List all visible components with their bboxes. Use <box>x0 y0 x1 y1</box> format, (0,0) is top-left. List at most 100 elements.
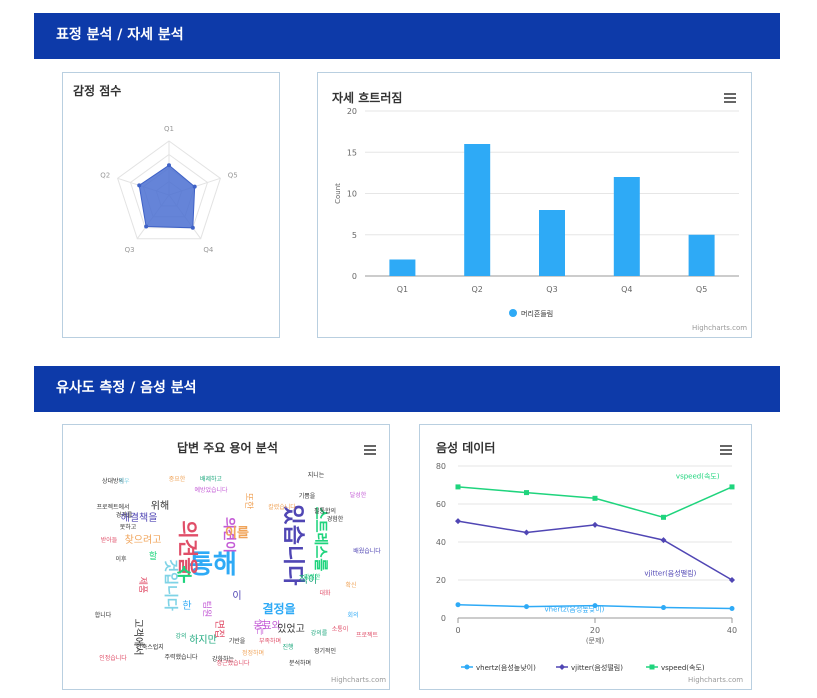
wordcloud-word: 강의를 <box>311 629 328 637</box>
wordcloud-word: 프로젝트 <box>356 631 379 639</box>
bar <box>613 177 640 276</box>
legend-label: 머리흔들림 <box>521 309 553 318</box>
bar-y-tick: 0 <box>352 272 357 281</box>
wordcloud-word: 인정습니다 <box>99 654 127 662</box>
wordcloud-word: 배웠습니다 <box>353 547 381 555</box>
wordcloud-word: 의견을 <box>176 520 200 575</box>
wordcloud-word: 부족하며 <box>259 637 281 645</box>
legend-item[interactable]: vhertz(음성높낮이) <box>461 663 536 672</box>
wordcloud-word: 소통이 <box>332 625 349 633</box>
section-title: 표정 분석 / 자세 분석 <box>56 27 184 43</box>
wordcloud-word: 분석하며 <box>289 659 311 667</box>
wordcloud-word: 것입니다 <box>162 559 179 611</box>
wordcloud-word: 위해 <box>151 499 169 512</box>
wordcloud-word: 면접 <box>213 620 225 638</box>
wordcloud-word: 한 <box>182 600 191 612</box>
line-x-tick: 20 <box>590 626 600 635</box>
wordcloud-word: 있었고 <box>277 623 305 635</box>
legend-label: vjitter(음성떨림) <box>571 663 623 672</box>
legend-marker <box>509 309 517 317</box>
bar-x-tick: Q4 <box>621 285 632 294</box>
bar-y-tick: 15 <box>347 148 357 157</box>
chart-menu-icon[interactable] <box>364 445 376 455</box>
wordcloud-word: 이후 <box>115 555 127 563</box>
line-point <box>455 602 461 608</box>
posture-bar-chart: 0 5 10 15 20 Count Q1 Q2 Q3 Q4 Q5 머리흔들림 <box>334 107 739 318</box>
bar-x-tick: Q5 <box>696 285 707 294</box>
radar-point <box>137 183 142 188</box>
panel-title: 자세 흐트러짐 <box>332 91 403 105</box>
bar-x-tick: Q2 <box>472 285 483 294</box>
legend-item[interactable]: 머리흔들림 <box>509 309 553 318</box>
line-x-axis-label: (문제) <box>586 637 605 645</box>
wordcloud-word: 중요한 <box>169 476 186 483</box>
radar-axis-label: Q4 <box>203 246 214 254</box>
line-point <box>524 490 529 496</box>
wordcloud-word: 주력했습니다 <box>164 653 198 661</box>
emotion-radar-chart: Q1 Q5 Q4 Q3 Q2 <box>100 125 237 254</box>
chart-menu-icon[interactable] <box>720 445 732 455</box>
bar <box>464 144 491 276</box>
bar-x-tick: Q3 <box>546 285 557 294</box>
radar-grid-ring <box>117 140 221 240</box>
line-point <box>660 537 667 544</box>
line-point <box>729 577 735 583</box>
wordcloud-word: 회의 <box>347 611 358 619</box>
line-series <box>457 486 733 519</box>
bar-y-tick: 20 <box>347 107 357 116</box>
chart-menu-icon[interactable] <box>724 93 736 103</box>
wordcloud-word: 경우 <box>118 478 130 485</box>
wordcloud-word: 통해 <box>189 550 237 580</box>
voice-data-panel: 음성 데이터 0 20 40 60 80 0 20 40 (문제) vhertz(음성높낮이) vj… <box>419 424 752 690</box>
wordcloud-word: 칼렸습니다 <box>268 503 296 511</box>
line-y-tick: 40 <box>436 538 446 547</box>
radar-point <box>167 163 171 168</box>
voice-line-chart: 0 20 40 60 80 0 20 40 (문제) vhertz(음성높낮이) vjitter(음… <box>436 462 737 672</box>
wordcloud-word: 해결책을 <box>121 511 158 524</box>
line-series-label: vhertz(음성높낮이) <box>545 604 605 613</box>
chart-credit[interactable]: Highcharts.com <box>692 324 748 332</box>
wordcloud-word: 제품 <box>137 577 148 594</box>
wordcloud-word: 저는 <box>255 619 266 636</box>
radar-area <box>138 164 196 229</box>
radar-point <box>192 184 197 189</box>
radar-axis-label: Q1 <box>164 125 174 133</box>
bar-x-tick: Q1 <box>397 285 408 294</box>
panel-title: 음성 데이터 <box>436 441 496 455</box>
chart-credit[interactable]: Highcharts.com <box>331 676 387 684</box>
line-point <box>592 521 598 528</box>
radar-point <box>144 224 149 229</box>
wordcloud-word: 경험한 <box>327 515 344 523</box>
wordcloud-word: 기쁨을 <box>299 492 316 500</box>
line-point <box>455 484 461 490</box>
legend-item[interactable]: vspeed(속도) <box>646 664 705 672</box>
wordcloud-word: 수 <box>176 565 193 586</box>
line-point <box>729 484 735 490</box>
wordcloud-word: 예방었습니다 <box>194 486 228 494</box>
wordcloud-word: 지니는 <box>308 471 325 479</box>
wordcloud-word: 또한 <box>243 493 254 510</box>
bar-y-tick: 5 <box>352 231 357 240</box>
line-point <box>455 518 461 525</box>
wordcloud-word: 이 <box>232 590 241 602</box>
line-point <box>592 603 598 609</box>
wordcloud-word: 합니다 <box>95 611 112 619</box>
emotion-score-panel: 감정 점수 Q1 Q5 Q4 Q3 Q2 <box>62 72 280 338</box>
legend-item[interactable]: vjitter(음성떨림) <box>556 663 623 672</box>
legend-label: vhertz(음성높낮이) <box>476 663 536 672</box>
bar-y-axis-label: Count <box>334 183 342 204</box>
wordcloud-word: 강화하는 <box>212 655 235 663</box>
wordcloud-word: 달성한 <box>350 491 367 499</box>
line-y-tick: 60 <box>436 500 446 509</box>
wordcloud-word: 경과를 <box>116 511 133 519</box>
line-point <box>729 606 735 611</box>
chart-credit[interactable]: Highcharts.com <box>688 676 744 684</box>
wordcloud-word: 있습니다 <box>280 505 305 587</box>
wordcloud-word: 필통합의 <box>314 507 336 515</box>
wordcloud-word: 팀원 <box>201 601 213 618</box>
line-point <box>661 605 666 611</box>
wordcloud-word: 못하고 <box>120 523 137 531</box>
wordcloud-word: 정기적인 <box>314 647 336 655</box>
radar-axis-label: Q2 <box>100 171 110 179</box>
